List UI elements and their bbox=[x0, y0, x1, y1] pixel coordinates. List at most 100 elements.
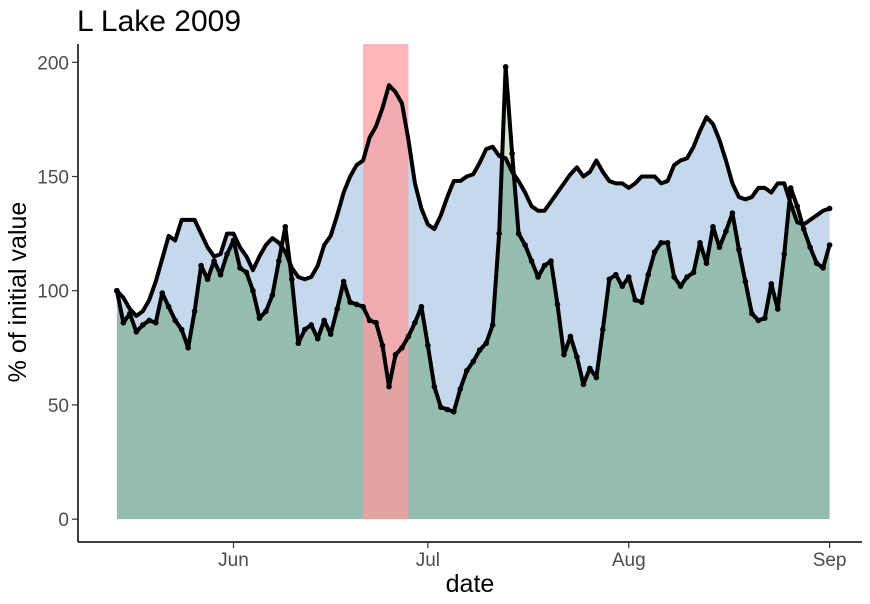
series-2-point bbox=[463, 367, 470, 374]
series-2-point bbox=[334, 306, 340, 312]
series-2-point bbox=[807, 244, 813, 251]
series-2-point bbox=[749, 310, 755, 317]
series-2-point bbox=[651, 249, 658, 255]
series-2-point bbox=[774, 306, 781, 312]
series-2-point bbox=[736, 246, 742, 253]
series-2-point bbox=[120, 319, 127, 326]
series-2-point bbox=[690, 269, 697, 276]
y-axis-ticks: 0 50 100 150 200 bbox=[37, 53, 78, 531]
series-2-point bbox=[263, 308, 269, 315]
series-2-point bbox=[301, 326, 308, 333]
series-2-point bbox=[522, 242, 528, 248]
series-2-point bbox=[671, 274, 677, 280]
series-2-point bbox=[392, 351, 399, 358]
series-2-point bbox=[800, 226, 807, 232]
series-2-point bbox=[185, 345, 191, 351]
series-2-point bbox=[289, 276, 295, 283]
series-2-point bbox=[217, 271, 224, 278]
series-2-point bbox=[198, 262, 204, 269]
series-2-point bbox=[243, 269, 250, 276]
series-2-point bbox=[826, 242, 833, 248]
series-2-point bbox=[250, 287, 256, 294]
y-tick-label: 150 bbox=[37, 167, 69, 188]
series-1-line bbox=[114, 83, 832, 318]
series-2-point bbox=[178, 326, 185, 333]
series-2-point bbox=[399, 345, 405, 351]
x-axis-ticks: Jun Jul Aug Sep bbox=[218, 542, 847, 571]
series-2-point bbox=[431, 383, 438, 390]
series-2-point bbox=[658, 239, 664, 246]
series-2-point bbox=[405, 333, 412, 340]
series-2-point bbox=[237, 265, 243, 271]
series-2-point bbox=[762, 315, 768, 321]
axes bbox=[77, 44, 862, 543]
series-2-point bbox=[664, 239, 671, 246]
x-axis-label: date bbox=[446, 570, 495, 598]
series-2-point bbox=[509, 150, 515, 157]
series-2-point bbox=[781, 251, 788, 257]
series-2-point bbox=[755, 317, 762, 324]
y-tick-label: 0 bbox=[58, 510, 69, 531]
series-2-point bbox=[541, 262, 548, 269]
series-2-point bbox=[366, 317, 373, 324]
series-2-point bbox=[593, 374, 600, 381]
series-2-point bbox=[412, 319, 418, 326]
series-2-point bbox=[146, 317, 153, 324]
series-2-point bbox=[139, 322, 146, 328]
series-2-point bbox=[438, 404, 444, 411]
series-2-point bbox=[295, 340, 302, 347]
series-2-point bbox=[496, 230, 502, 237]
y-tick-label: 100 bbox=[37, 282, 69, 303]
series-2-point bbox=[483, 340, 490, 347]
series-2-point bbox=[489, 322, 496, 328]
series-2-point bbox=[716, 244, 723, 251]
series-2-point bbox=[165, 303, 172, 310]
series-2-point bbox=[451, 408, 457, 415]
series-2-point bbox=[632, 297, 639, 303]
series-2-point bbox=[535, 274, 541, 280]
series-2-point bbox=[677, 283, 684, 289]
series-2-point bbox=[729, 210, 736, 216]
series-2-point bbox=[787, 185, 794, 191]
series-2-point bbox=[373, 319, 379, 326]
series-2-point bbox=[224, 251, 230, 257]
series-2-point bbox=[567, 333, 574, 340]
series-2-point bbox=[308, 322, 315, 328]
series-2-point bbox=[470, 358, 477, 365]
series-2-point bbox=[638, 299, 645, 305]
series-2-point bbox=[347, 299, 353, 305]
highlight-band bbox=[363, 44, 409, 520]
x-tick-label: Sep bbox=[813, 550, 847, 571]
series-2-point bbox=[327, 331, 334, 337]
x-tick-label: Jun bbox=[218, 550, 249, 571]
series-2-point bbox=[606, 276, 613, 283]
series-2-point bbox=[386, 383, 392, 390]
series-2-point bbox=[580, 381, 587, 388]
series-2-point bbox=[256, 315, 263, 321]
series-2-point bbox=[619, 283, 626, 289]
series-2-point bbox=[133, 329, 140, 335]
series-2-point bbox=[768, 281, 775, 287]
chart-title: L Lake 2009 bbox=[77, 5, 241, 38]
series-2-point bbox=[742, 278, 749, 285]
series-2-point bbox=[127, 310, 133, 317]
series-2-point bbox=[645, 271, 651, 278]
series-2-point bbox=[703, 260, 710, 267]
series-2-point bbox=[269, 292, 276, 299]
series-2-point bbox=[723, 228, 729, 235]
series-2-point bbox=[282, 223, 289, 230]
series-2-point bbox=[353, 301, 360, 308]
series-2-point bbox=[211, 258, 217, 264]
series-2-point bbox=[502, 64, 509, 70]
series-2-point bbox=[600, 326, 606, 333]
series-2-point bbox=[515, 230, 522, 237]
series-2-point bbox=[321, 317, 328, 324]
series-2-point bbox=[528, 258, 535, 264]
series-2-point bbox=[554, 301, 561, 308]
series-2-point bbox=[697, 239, 703, 246]
series-2-point bbox=[444, 406, 451, 413]
series-2-point bbox=[548, 258, 554, 264]
series-2-point bbox=[230, 237, 237, 244]
